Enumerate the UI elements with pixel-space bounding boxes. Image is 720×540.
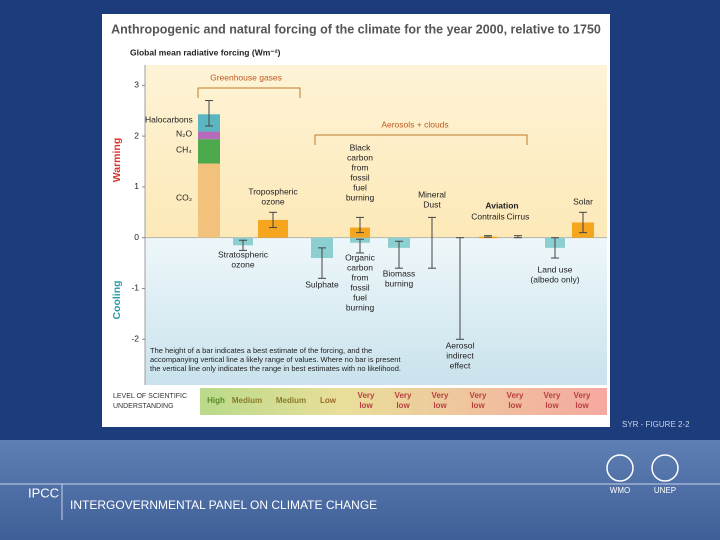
segment-label: CO₂ — [176, 192, 192, 202]
note: the vertical line only indicates the ran… — [150, 364, 401, 373]
bar-label: burning — [346, 192, 375, 202]
bar-label: burning — [385, 278, 414, 288]
bracket — [314, 134, 528, 145]
bar-label: Stratospheric — [218, 249, 269, 259]
bar-label: ozone — [231, 259, 254, 269]
bar-label: carbon — [347, 262, 373, 272]
y-tick-label: 1 — [134, 181, 139, 191]
understanding-level: low — [471, 401, 485, 410]
bar-label: fuel — [353, 292, 367, 302]
group-label: Greenhouse gases — [210, 72, 282, 82]
understanding-level: low — [396, 401, 410, 410]
logo-label: WMO — [610, 486, 630, 495]
chart-title: Anthropogenic and natural forcing of the… — [111, 22, 601, 36]
footer-org: IPCC — [28, 485, 59, 500]
y-tick-label: 2 — [134, 130, 139, 140]
understanding-row — [200, 388, 607, 415]
understanding-level: Very — [507, 391, 524, 400]
understanding-level: High — [207, 396, 225, 405]
understanding-level: Very — [574, 391, 591, 400]
understanding-level: low — [359, 401, 373, 410]
y-tick-label: 0 — [134, 232, 139, 242]
bar-label: Dust — [423, 199, 441, 209]
group-label: Aviation — [485, 200, 518, 210]
bar-label: Black — [350, 142, 372, 152]
understanding-label: LEVEL OF SCIENTIFIC — [113, 393, 187, 400]
group-label: Aerosols + clouds — [381, 119, 448, 129]
bar-label: Solar — [573, 196, 593, 206]
bar-label: fossil — [350, 172, 369, 182]
stack-segment — [198, 131, 220, 140]
understanding-label: UNDERSTANDING — [113, 403, 174, 410]
bar-label: Cirrus — [507, 211, 530, 221]
cooling-label: Cooling — [111, 280, 123, 319]
cooling-zone — [145, 237, 607, 385]
bar-label: effect — [450, 360, 471, 370]
understanding-level: Very — [358, 391, 375, 400]
bar-label: (albedo only) — [530, 274, 579, 284]
bar-label: fuel — [353, 182, 367, 192]
note: The height of a bar indicates a best est… — [150, 346, 372, 355]
understanding-level: Low — [320, 396, 337, 405]
segment-label: Halocarbons — [145, 114, 193, 124]
unep-logo — [651, 454, 679, 482]
understanding-level: Very — [395, 391, 412, 400]
bar-label: burning — [346, 302, 375, 312]
bar-label: fossil — [350, 282, 369, 292]
bar-label: carbon — [347, 152, 373, 162]
bar-label: Tropospheric — [248, 186, 298, 196]
understanding-level: low — [508, 401, 522, 410]
bar-label: Aerosol — [446, 340, 475, 350]
bar-label: from — [352, 162, 369, 172]
understanding-level: Very — [432, 391, 449, 400]
bar-label: Contrails — [471, 211, 505, 221]
bar-label: from — [352, 272, 369, 282]
bar-label: Land use — [538, 264, 573, 274]
understanding-level: low — [545, 401, 559, 410]
wmo-logo — [606, 454, 634, 482]
understanding-level: Medium — [276, 396, 306, 405]
bar-label: Biomass — [383, 268, 416, 278]
understanding-level: Medium — [232, 396, 262, 405]
logo-label: UNEP — [654, 486, 676, 495]
bar-label: Sulphate — [305, 279, 339, 289]
figure-label: SYR - FIGURE 2-2 — [622, 420, 690, 429]
bar — [258, 219, 288, 238]
bar-label: ozone — [261, 196, 284, 206]
y-tick-label: -1 — [131, 283, 139, 293]
bar-label: Organic — [345, 252, 376, 262]
y-tick-label: -2 — [131, 334, 139, 344]
warming-zone — [145, 65, 607, 238]
understanding-level: Very — [544, 391, 561, 400]
segment-label: CH₄ — [176, 144, 192, 154]
bar-label: indirect — [446, 350, 474, 360]
stack-segment — [198, 163, 220, 238]
bar-label: Mineral — [418, 189, 446, 199]
note: accompanying vertical line a likely rang… — [150, 355, 401, 364]
footer-name: INTERGOVERNMENTAL PANEL ON CLIMATE CHANG… — [70, 498, 377, 512]
stack-segment — [198, 139, 220, 164]
y-tick-label: 3 — [134, 80, 139, 90]
warming-label: Warming — [111, 138, 123, 183]
understanding-level: Very — [470, 391, 487, 400]
understanding-level: low — [575, 401, 589, 410]
subtitle: Global mean radiative forcing (Wm⁻²) — [130, 47, 281, 57]
segment-label: N₂O — [176, 128, 192, 138]
understanding-level: low — [433, 401, 447, 410]
bracket — [197, 87, 301, 98]
footer-band — [0, 440, 720, 540]
